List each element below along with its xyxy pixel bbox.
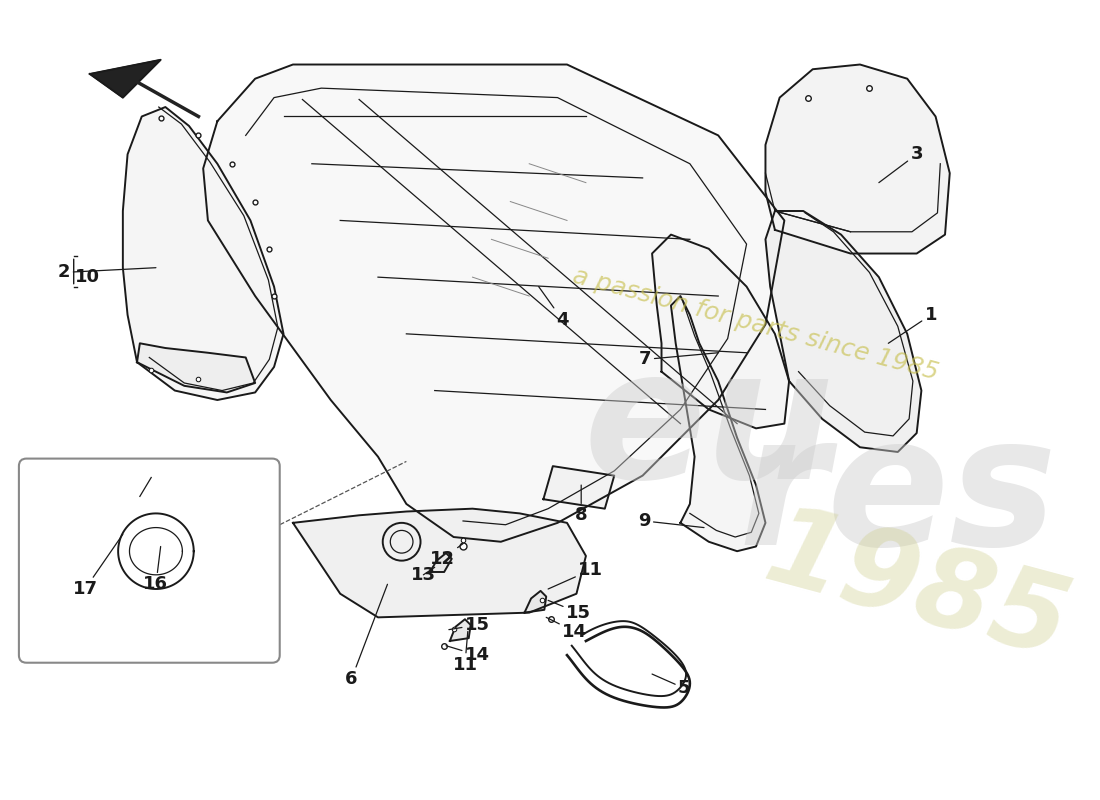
Polygon shape — [766, 65, 949, 254]
Text: res: res — [738, 406, 1057, 582]
Text: 2: 2 — [58, 263, 156, 282]
Polygon shape — [430, 553, 452, 572]
Text: 9: 9 — [638, 512, 704, 530]
Text: 8: 8 — [575, 485, 587, 524]
Polygon shape — [90, 60, 161, 98]
Polygon shape — [543, 466, 614, 509]
Text: 11: 11 — [452, 631, 477, 674]
Polygon shape — [109, 509, 138, 540]
Text: 14: 14 — [547, 618, 587, 641]
Text: eu: eu — [583, 340, 834, 516]
Text: 17: 17 — [73, 534, 123, 598]
Text: 10: 10 — [75, 268, 99, 286]
Text: 12: 12 — [430, 544, 463, 568]
Polygon shape — [766, 211, 922, 452]
Text: 6: 6 — [345, 584, 387, 688]
Text: 4: 4 — [539, 286, 569, 329]
Text: 7: 7 — [639, 350, 718, 368]
Text: 16: 16 — [143, 546, 168, 594]
Polygon shape — [293, 509, 586, 618]
FancyBboxPatch shape — [19, 458, 279, 662]
Polygon shape — [450, 619, 471, 641]
Text: 14: 14 — [447, 646, 490, 664]
Polygon shape — [123, 107, 284, 400]
Polygon shape — [671, 296, 766, 551]
Polygon shape — [204, 65, 784, 542]
Text: 13: 13 — [411, 566, 436, 584]
Polygon shape — [652, 234, 789, 428]
Text: 15: 15 — [548, 600, 591, 622]
Text: 1: 1 — [889, 306, 937, 343]
Text: a passion for parts since 1985: a passion for parts since 1985 — [571, 264, 942, 385]
Text: 15: 15 — [449, 616, 490, 634]
Polygon shape — [138, 343, 255, 393]
Text: 3: 3 — [879, 146, 923, 182]
Text: 1985: 1985 — [754, 498, 1080, 681]
Text: 5: 5 — [652, 674, 691, 698]
Polygon shape — [525, 591, 547, 613]
Text: 11: 11 — [548, 561, 603, 589]
